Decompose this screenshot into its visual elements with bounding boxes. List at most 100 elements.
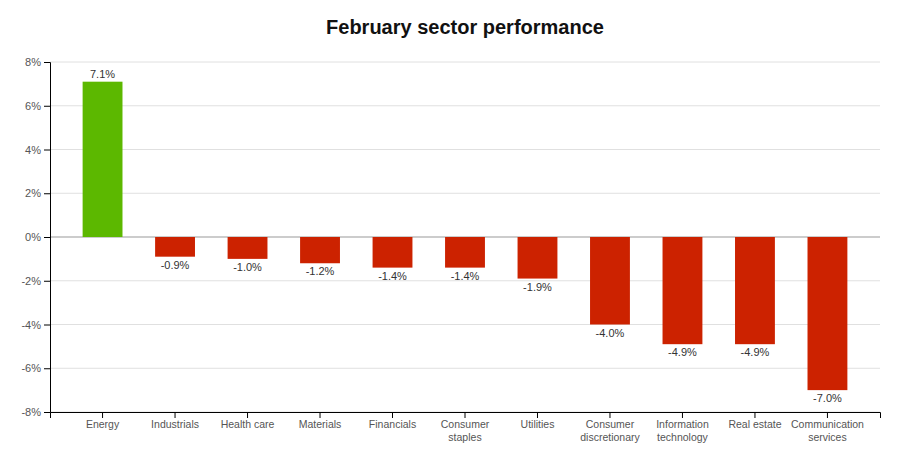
y-tick-mark [44, 281, 50, 282]
title: February sector performance [326, 16, 604, 38]
x-tick: Materials [299, 412, 342, 430]
x-tick-label-line: Industrials [151, 418, 199, 430]
x-tick: Consumerdiscretionary [580, 412, 640, 443]
data-label: -7.0% [813, 392, 842, 404]
x-tick-mark [320, 412, 321, 418]
y-tick-mark [44, 412, 50, 413]
x-tick-label-line: Utilities [521, 418, 555, 430]
grid-line [50, 193, 880, 194]
y-tick-mark [44, 150, 50, 151]
x-tick-mark [827, 412, 828, 418]
x-tick-mark [247, 412, 248, 418]
x-tick-label-line: Materials [299, 418, 342, 430]
x-axis-line [51, 413, 881, 419]
x-tick-label: Informationtechnology [656, 418, 709, 442]
bar [300, 237, 340, 263]
x-tick-label-line: Energy [86, 418, 120, 430]
x-tick-mark [754, 412, 755, 418]
y-tick-label: 4% [25, 144, 41, 156]
x-tick-label-line: Consumer [441, 418, 490, 430]
bar [373, 237, 413, 268]
bar [590, 237, 630, 325]
data-label: -1.0% [233, 261, 262, 273]
chart: -8% -6% -4% -2% 0% 2% 4% 6% 8% Energy Industrials H… [0, 0, 900, 470]
grid-line [50, 105, 880, 106]
x-tick-label: Health care [221, 418, 275, 430]
y-tick-label: -4% [21, 319, 41, 331]
grid-line [50, 62, 880, 63]
x-tick-label-line: Real estate [728, 418, 781, 430]
y-tick-label: 2% [25, 187, 41, 199]
plot: -8% -6% -4% -2% 0% 2% 4% 6% 8% Energy Industrials H… [21, 56, 880, 443]
data-label: -4.9% [668, 346, 697, 358]
x-tick: Informationtechnology [656, 412, 709, 443]
bar [518, 237, 558, 279]
bar [83, 82, 123, 237]
y-tick-mark [44, 368, 50, 369]
bar [735, 237, 775, 344]
y-tick: 6% [25, 100, 50, 112]
x-tick-label-line: services [808, 431, 847, 443]
x-tick-mark [465, 412, 466, 418]
y-tick-label: 8% [25, 56, 41, 68]
x-tick: Energy [86, 412, 120, 430]
y-tick: 4% [25, 144, 50, 156]
x-tick-label: Consumerdiscretionary [580, 418, 640, 442]
x-tick: Real estate [728, 412, 781, 430]
y-tick: -2% [21, 275, 50, 287]
x-tick-label-line: discretionary [580, 431, 640, 443]
data-label: -4.0% [596, 327, 625, 339]
x-tick-label: Real estate [728, 418, 781, 430]
x-tick: Consumerstaples [441, 412, 490, 443]
bar [228, 237, 268, 259]
y-tick-label: 0% [25, 231, 41, 243]
x-tick-label: Utilities [521, 418, 555, 430]
data-label: -1.4% [451, 270, 480, 282]
x-tick-label-line: staples [448, 431, 481, 443]
x-tick: Health care [221, 412, 275, 430]
y-tick: 8% [25, 56, 50, 68]
x-tick-label-line: Information [656, 418, 709, 430]
bar [155, 237, 195, 257]
data-label: 7.1% [90, 68, 115, 80]
y-tick: 0% [25, 231, 50, 243]
x-tick-label-line: Communication [791, 418, 864, 430]
y-tick-label: -8% [21, 406, 41, 418]
y-tick: -4% [21, 319, 50, 331]
x-tick-mark [682, 412, 683, 418]
x-tick-label: Materials [299, 418, 342, 430]
y-tick: -8% [21, 406, 50, 418]
x-tick: Utilities [521, 412, 555, 430]
bars [83, 82, 848, 390]
x-tick-mark [609, 412, 610, 418]
x-tick-mark [102, 412, 103, 418]
x-tick-label: Financials [369, 418, 416, 430]
x-tick-mark [392, 412, 393, 418]
y-tick-mark [44, 106, 50, 107]
x-tick-label: Industrials [151, 418, 199, 430]
x-tick-label: Consumerstaples [441, 418, 490, 442]
y-tick-mark [44, 62, 50, 63]
y-axis: -8% -6% -4% -2% 0% 2% 4% 6% 8% [21, 56, 50, 418]
y-axis-line [44, 63, 51, 413]
x-tick: Communicationservices [791, 412, 864, 443]
y-tick-mark [44, 193, 50, 194]
y-tick-mark [44, 325, 50, 326]
x-tick-label-line: Consumer [586, 418, 635, 430]
x-tick-mark [175, 412, 176, 418]
x-tick-label-line: technology [657, 431, 709, 443]
x-tick-label-line: Health care [221, 418, 275, 430]
y-tick: -6% [21, 362, 50, 374]
x-tick-label-line: Financials [369, 418, 416, 430]
bar [445, 237, 485, 268]
x-tick-mark [537, 412, 538, 418]
data-label: -1.4% [378, 270, 407, 282]
y-tick-label: -6% [21, 362, 41, 374]
bar [663, 237, 703, 344]
data-label: -1.2% [306, 265, 335, 277]
data-label: -4.9% [741, 346, 770, 358]
x-axis: Energy Industrials Health care Materials Fin… [51, 412, 881, 443]
y-tick-label: -2% [21, 275, 41, 287]
x-tick: Financials [369, 412, 416, 430]
x-tick-label: Communicationservices [791, 418, 864, 442]
